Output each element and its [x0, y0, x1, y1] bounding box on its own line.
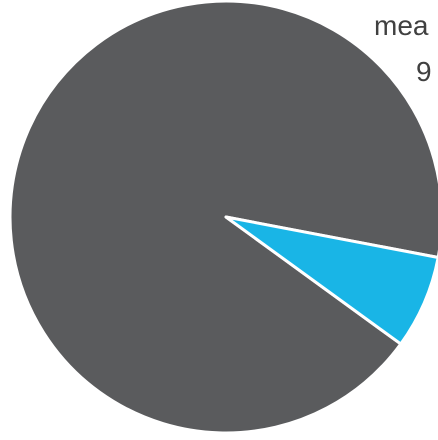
label-mea: mea	[374, 10, 429, 41]
pie-slice-gray	[8, 0, 438, 435]
label-9: 9	[416, 56, 432, 87]
pie-slice-blue	[224, 215, 438, 346]
